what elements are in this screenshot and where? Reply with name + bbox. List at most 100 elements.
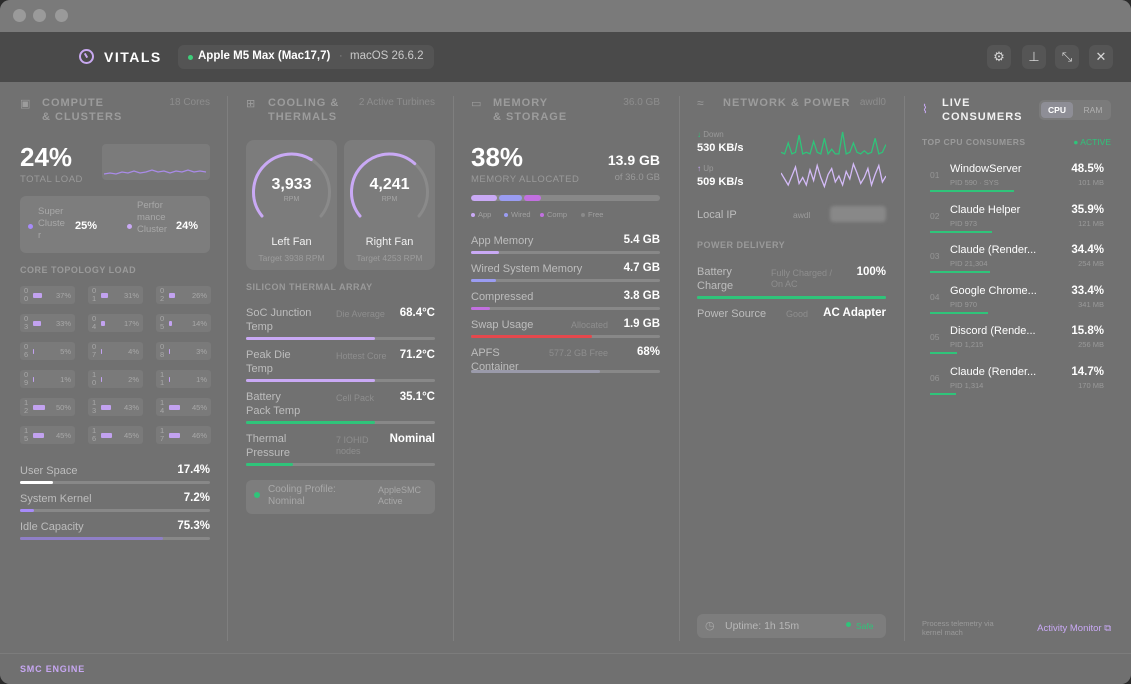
core-load-bar <box>169 433 181 438</box>
core-id-sub: 2 <box>24 406 29 415</box>
thermal-row-label: Battery Pack Temp <box>246 391 301 417</box>
device-name: Apple M5 Max (Mac17,7) <box>198 50 331 62</box>
download-label: ↓ Down <box>697 130 724 139</box>
memory-row-bar-fill <box>471 307 490 310</box>
thermal-row-label: Peak Die Temp <box>246 349 291 375</box>
column-divider <box>227 96 228 641</box>
core-id: 0 <box>160 342 165 351</box>
core-cell: 1 0 2% <box>88 370 143 388</box>
settings-button[interactable]: ⚙ <box>987 45 1011 69</box>
legend-dot <box>504 213 508 218</box>
memory-legend-item: Wired <box>504 210 531 219</box>
core-load-pct: 4% <box>128 347 139 356</box>
memory-rows: App Memory 5.4 GB Wired System Memory 4.7 G… <box>471 234 660 394</box>
memory-total: 36.0 GB <box>623 97 660 108</box>
toggle-cpu[interactable]: CPU <box>1041 102 1073 118</box>
power-delivery-label: POWER DELIVERY <box>697 240 786 250</box>
memory-stack-segment <box>499 195 522 201</box>
battery-bar <box>697 296 886 299</box>
close-button[interactable]: ✕ <box>1089 45 1113 69</box>
battery-bar-fill <box>697 296 886 299</box>
minimize-traffic-light[interactable] <box>33 9 46 22</box>
uptime-status-dot <box>846 622 851 627</box>
left-fan-card: 3,933 RPM Left Fan Target 3938 RPM <box>246 140 337 270</box>
consumer-cpu-bar <box>930 352 958 354</box>
gear-icon: ⚙ <box>993 49 1005 64</box>
arrow-down-icon: ↓ <box>697 130 701 139</box>
memory-legend-item: Comp <box>540 210 567 219</box>
consumer-pid: PID 973 <box>950 218 978 228</box>
app-title: VITALS <box>104 49 162 65</box>
memory-row-bar-fill <box>471 251 500 254</box>
collapse-button[interactable]: ⤡ <box>1055 45 1079 69</box>
battery-value: 100% <box>856 266 886 278</box>
cooling-title: COOLING & THERMALS <box>268 97 340 123</box>
core-id-sub: 1 <box>92 294 97 303</box>
core-id: 0 <box>24 342 29 351</box>
close-traffic-light[interactable] <box>13 9 26 22</box>
zoom-traffic-light[interactable] <box>55 9 68 22</box>
consumer-row[interactable]: 05 Discord (Rende... PID 1,215 15.8% 256 MB <box>924 319 1110 355</box>
activity-monitor-link[interactable]: Activity Monitor ⧉ <box>1037 623 1111 634</box>
consumer-memory: 121 MB <box>1078 218 1104 228</box>
memory-row-bar <box>471 251 660 254</box>
cluster-card: Super Cluste r 25% Perfor mance Cluster 24% <box>20 196 210 253</box>
core-load-pct: 45% <box>191 403 207 412</box>
core-grid: 0 0 37% 0 1 31% 0 2 26% 0 3 33% 0 4 17% 0 5 14% 0 6 5% 0 7 4% 0 8… <box>20 286 211 456</box>
consumer-rank: 02 <box>930 210 940 221</box>
core-cell: 0 6 5% <box>20 342 75 360</box>
memory-row-bar-fill <box>471 335 592 338</box>
compute-row-label: Idle Capacity <box>20 521 84 533</box>
core-load-bar <box>101 405 112 410</box>
pin-button[interactable]: ⊥ <box>1022 45 1046 69</box>
thermal-row-detail: Cell Pack <box>336 393 375 403</box>
thermal-row-bar-fill <box>246 463 294 466</box>
core-cell: 0 0 37% <box>20 286 75 304</box>
memory-row-value: 4.7 GB <box>623 262 660 274</box>
dashboard-content: ▣ COMPUTE & CLUSTERS 18 Cores 24% TOTAL L… <box>0 82 1131 653</box>
memory-row-label: Swap Usage <box>471 319 534 331</box>
core-load-bar <box>33 293 42 298</box>
core-cell: 0 5 14% <box>156 314 211 332</box>
consumers-status: ● ACTIVE <box>1073 137 1111 147</box>
thermal-row-bar-fill <box>246 337 375 340</box>
core-load-pct: 14% <box>191 319 207 328</box>
network-column: ≈ NETWORK & POWER awdl0 ↓ Down 530 KB/s … <box>697 82 886 642</box>
memory-row-value: 68% <box>636 346 660 358</box>
telemetry-note: Process telemetry via kernel mach <box>922 619 994 637</box>
upload-chart <box>781 162 886 189</box>
app-header: VITALS Apple M5 Max (Mac17,7) · macOS 26… <box>0 32 1131 82</box>
memory-row-bar <box>471 335 660 338</box>
core-id: 0 <box>92 286 97 295</box>
right-fan-unit: RPM <box>381 196 398 203</box>
toggle-ram[interactable]: RAM <box>1083 105 1103 115</box>
consumer-row[interactable]: 01 WindowServer PID 590 · SYS 48.5% 101 MB <box>924 157 1110 193</box>
consumer-row[interactable]: 03 Claude (Render... PID 21,304 34.4% 254 MB <box>924 238 1110 274</box>
consumer-name: Discord (Rende... <box>950 325 1036 337</box>
thermal-row-value: 71.2°C <box>399 349 435 361</box>
smc-engine-label: SMC ENGINE <box>20 664 86 674</box>
consumer-row[interactable]: 04 Google Chrome... PID 970 33.4% 341 MB <box>924 279 1110 315</box>
local-ip-label: Local IP <box>697 209 737 221</box>
consumer-rank: 03 <box>930 251 940 261</box>
consumer-row[interactable]: 02 Claude Helper PID 973 35.9% 121 MB <box>924 198 1110 234</box>
consumer-cpu-pct: 14.7% <box>1071 365 1104 378</box>
super-cluster-pct: 25% <box>75 220 98 232</box>
external-link-icon: ⧉ <box>1104 623 1111 634</box>
consumer-cpu-pct: 35.9% <box>1071 203 1104 216</box>
memory-row-detail: Allocated <box>570 320 608 330</box>
core-load-pct: 3% <box>196 347 207 356</box>
total-load-value: 24% <box>20 142 73 172</box>
core-id: 1 <box>24 398 29 407</box>
core-id: 0 <box>24 370 29 379</box>
core-id: 0 <box>92 342 97 351</box>
core-load-bar <box>33 321 41 326</box>
core-load-pct: 31% <box>123 291 139 300</box>
gauge-logo-icon <box>79 49 94 64</box>
core-load-pct: 1% <box>60 375 71 384</box>
core-cell: 0 8 3% <box>156 342 211 360</box>
device-pill: Apple M5 Max (Mac17,7) · macOS 26.6.2 <box>178 45 434 69</box>
thermal-row-bar <box>246 379 435 382</box>
consumer-row[interactable]: 06 Claude (Render... PID 1,314 14.7% 170 MB <box>924 360 1110 396</box>
thermal-row-bar <box>246 463 435 466</box>
